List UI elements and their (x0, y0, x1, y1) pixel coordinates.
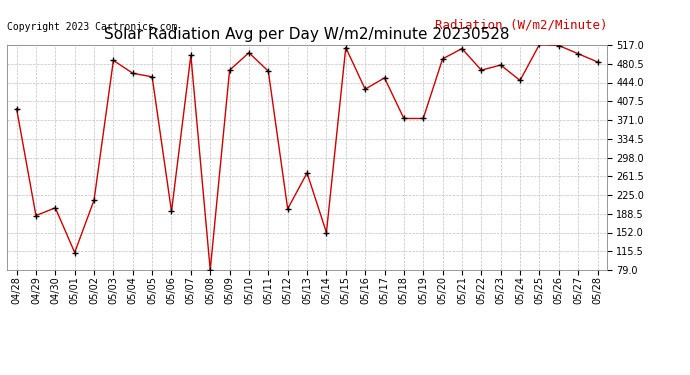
Text: Copyright 2023 Cartronics.com: Copyright 2023 Cartronics.com (7, 21, 177, 32)
Text: Radiation (W/m2/Minute): Radiation (W/m2/Minute) (435, 18, 607, 32)
Title: Solar Radiation Avg per Day W/m2/minute 20230528: Solar Radiation Avg per Day W/m2/minute … (104, 27, 510, 42)
